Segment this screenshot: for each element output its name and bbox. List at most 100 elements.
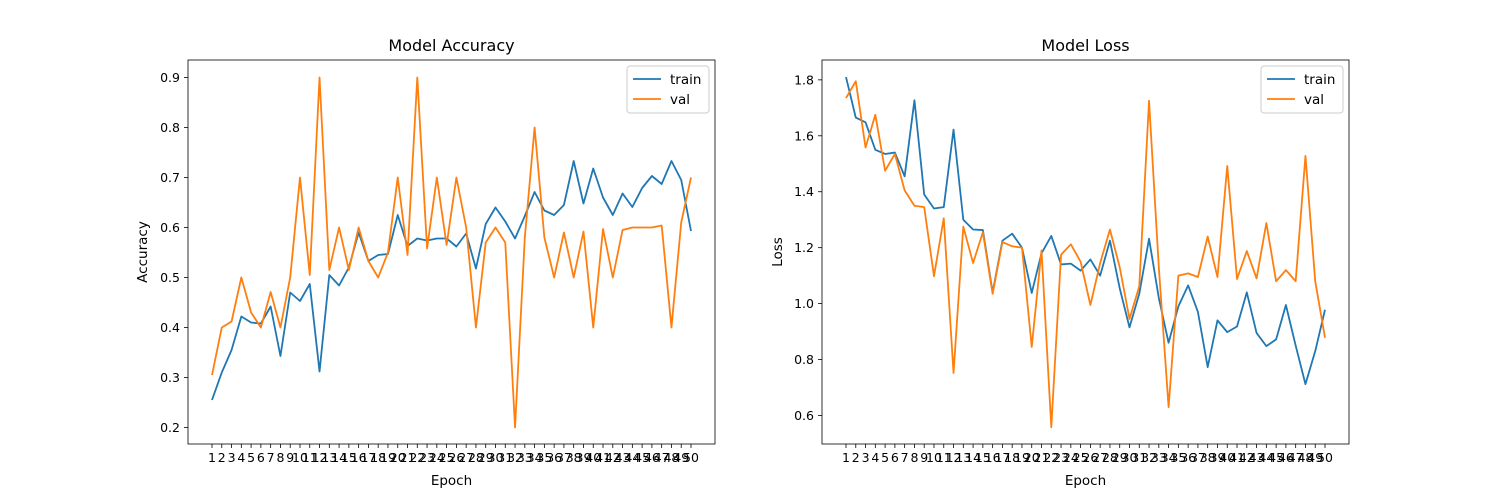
loss-y-tick-label: 1.4	[794, 184, 814, 199]
loss-x-tick-label: 29	[1112, 450, 1128, 465]
loss-x-tick-label: 6	[891, 450, 899, 465]
accuracy-series	[211, 76, 692, 429]
accuracy-x-tick-label: 45	[634, 450, 650, 465]
loss-x-tick-label: 1	[842, 450, 850, 465]
accuracy-y-tick-label: 0.9	[160, 70, 180, 85]
loss-x-tick-label: 38	[1200, 450, 1216, 465]
accuracy-plot-frame	[187, 59, 716, 445]
accuracy-x-tick-label: 15	[341, 450, 357, 465]
loss-x-tick-label: 42	[1239, 450, 1255, 465]
accuracy-legend-train-label: train	[670, 72, 701, 88]
accuracy-x-tick-label: 42	[605, 450, 621, 465]
accuracy-y-tick-label: 0.5	[160, 270, 180, 285]
accuracy-x-axis-label: Epoch	[431, 473, 472, 489]
accuracy-x-tick-label: 24	[429, 450, 445, 465]
accuracy-x-tick-label: 4	[237, 450, 245, 465]
accuracy-series-train-line	[211, 160, 692, 401]
loss-x-tick-label: 8	[910, 450, 918, 465]
accuracy-x-tick-label: 21	[400, 450, 416, 465]
loss-x-tick-label: 7	[901, 450, 909, 465]
loss-x-tick-label: 40	[1219, 450, 1235, 465]
accuracy-x-tick-label: 32	[507, 450, 523, 465]
loss-x-tick-label: 22	[1043, 450, 1059, 465]
accuracy-x-tick-label: 5	[247, 450, 255, 465]
accuracy-x-tick-label: 40	[585, 450, 601, 465]
loss-x-tick-label: 10	[926, 450, 942, 465]
accuracy-series-val-line	[211, 76, 692, 429]
accuracy-y-tick-label: 0.7	[160, 170, 180, 185]
accuracy-chart: Model Accuracy 1 2 3 4 5 6 7 8 91011121314151617…	[135, 36, 716, 489]
loss-y-tick-label: 1.2	[794, 240, 814, 255]
loss-x-tick-label: 28	[1102, 450, 1118, 465]
loss-x-tick-label: 44	[1258, 450, 1274, 465]
accuracy-y-tick-label: 0.3	[160, 370, 180, 385]
loss-legend: train val	[1260, 65, 1344, 114]
loss-x-tick-label: 33	[1151, 450, 1167, 465]
accuracy-legend-val-label: val	[670, 92, 690, 108]
loss-x-tick-label: 30	[1122, 450, 1138, 465]
loss-x-tick-label: 27	[1092, 450, 1108, 465]
accuracy-x-tick-label: 1	[208, 450, 216, 465]
accuracy-y-tick-label: 0.4	[160, 320, 180, 335]
accuracy-legend: train val	[626, 65, 710, 114]
accuracy-x-tick-label: 35	[536, 450, 552, 465]
loss-x-tick-label: 18	[1004, 450, 1020, 465]
loss-x-tick-label: 35	[1170, 450, 1186, 465]
accuracy-x-tick-label: 20	[390, 450, 406, 465]
loss-x-tick-label: 50	[1317, 450, 1333, 465]
loss-x-tick-label: 4	[871, 450, 879, 465]
accuracy-x-tick-label: 11	[302, 450, 318, 465]
loss-x-tick-label: 36	[1180, 450, 1196, 465]
loss-x-tick-label: 14	[965, 450, 981, 465]
accuracy-x-tick-label: 8	[276, 450, 284, 465]
accuracy-x-tick-label: 13	[321, 450, 337, 465]
loss-x-tick-label: 31	[1131, 450, 1147, 465]
accuracy-x-tick-label: 12	[312, 450, 328, 465]
loss-x-tick-label: 37	[1190, 450, 1206, 465]
loss-y-tick-label: 1.0	[794, 296, 814, 311]
accuracy-x-tick-label: 41	[595, 450, 611, 465]
loss-legend-train-label: train	[1304, 72, 1335, 88]
accuracy-x-tick-label: 26	[448, 450, 464, 465]
accuracy-x-tick-label: 6	[257, 450, 265, 465]
accuracy-x-tick-label: 2	[218, 450, 226, 465]
accuracy-x-tick-label: 50	[683, 450, 699, 465]
loss-series-val-line	[845, 80, 1326, 429]
accuracy-x-tick-label: 18	[370, 450, 386, 465]
loss-x-tick-label: 9	[920, 450, 928, 465]
loss-x-tick-label: 25	[1073, 450, 1089, 465]
accuracy-legend-box	[626, 65, 710, 114]
loss-legend-val-label: val	[1304, 92, 1324, 108]
accuracy-y-tick-label: 0.2	[160, 420, 180, 435]
accuracy-y-tick-label: 0.6	[160, 220, 180, 235]
accuracy-x-tick-label: 7	[267, 450, 275, 465]
loss-x-axis-label: Epoch	[1065, 473, 1106, 489]
accuracy-chart-title: Model Accuracy	[388, 36, 514, 55]
loss-x-tick-label: 49	[1307, 450, 1323, 465]
loss-x-tick-label: 41	[1229, 450, 1245, 465]
accuracy-x-tick-label: 14	[331, 450, 347, 465]
loss-y-tick-label: 1.6	[794, 128, 814, 143]
accuracy-x-tick-label: 29	[478, 450, 494, 465]
accuracy-x-tick-label: 30	[488, 450, 504, 465]
accuracy-x-tick-label: 47	[654, 450, 670, 465]
loss-ticks: 1 2 3 4 5 6 7 8 91011121314151617181920212223242…	[794, 72, 1333, 465]
loss-x-tick-label: 12	[946, 450, 962, 465]
loss-x-tick-label: 26	[1082, 450, 1098, 465]
accuracy-ticks: 1 2 3 4 5 6 7 8 91011121314151617181920212223242…	[160, 70, 699, 465]
accuracy-x-tick-label: 38	[566, 450, 582, 465]
accuracy-x-tick-label: 34	[527, 450, 543, 465]
loss-x-tick-label: 3	[862, 450, 870, 465]
loss-x-tick-label: 21	[1034, 450, 1050, 465]
loss-x-tick-label: 48	[1297, 450, 1313, 465]
loss-x-tick-label: 47	[1288, 450, 1304, 465]
loss-x-tick-label: 43	[1249, 450, 1265, 465]
loss-x-tick-label: 24	[1063, 450, 1079, 465]
accuracy-x-tick-label: 23	[419, 450, 435, 465]
accuracy-x-tick-label: 31	[497, 450, 513, 465]
accuracy-x-tick-label: 22	[409, 450, 425, 465]
loss-series	[845, 76, 1326, 429]
loss-x-tick-label: 11	[936, 450, 952, 465]
